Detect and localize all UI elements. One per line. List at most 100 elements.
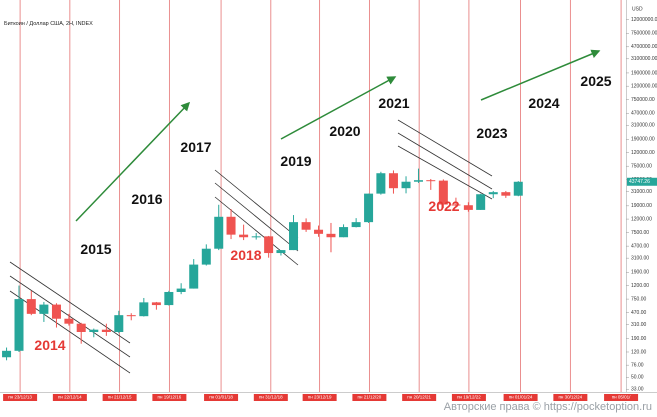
candle-body bbox=[388, 173, 398, 189]
y-tick-label: 310.00 bbox=[631, 322, 647, 328]
x-tick-label: пн 19/12/16 bbox=[158, 395, 182, 400]
candle-body bbox=[351, 222, 361, 228]
labels: 12000000.00 7500000.00 4700000.00 3100000.0… bbox=[3, 17, 657, 401]
candle-body bbox=[426, 180, 436, 182]
arrows bbox=[75, 49, 601, 222]
y-tick-label: 750.00 bbox=[631, 296, 647, 302]
candle-body bbox=[39, 304, 49, 314]
grid bbox=[19, 0, 629, 392]
x-tick-label: пн 01/01/18 bbox=[209, 395, 233, 400]
year-annotation: 2018 bbox=[230, 247, 261, 263]
x-tick-label: пн 19/12/22 bbox=[457, 395, 481, 400]
x-tick-box bbox=[503, 394, 538, 401]
x-tick-box bbox=[604, 394, 639, 401]
candle-body bbox=[339, 227, 349, 238]
year-annotation: 2015 bbox=[80, 241, 111, 257]
candle-body bbox=[214, 216, 224, 249]
channel-line bbox=[9, 261, 131, 344]
chart-title: Биткоин / Доллар США, 2Н, INDEX bbox=[4, 21, 93, 27]
candle-body bbox=[501, 192, 511, 196]
year-annotation: 2022 bbox=[428, 198, 459, 214]
y-tick-label: 120000.00 bbox=[631, 150, 655, 156]
candle-body bbox=[314, 229, 324, 234]
year-annotation: 2025 bbox=[580, 73, 611, 89]
candle-body bbox=[476, 194, 486, 210]
year-annotation: 2019 bbox=[280, 153, 311, 169]
y-tick-label: 7500.00 bbox=[631, 230, 649, 236]
candle-body bbox=[164, 291, 174, 306]
candle-body bbox=[2, 350, 12, 358]
y-tick-label: 12000.00 bbox=[631, 216, 652, 222]
y-tick-label: 470000.00 bbox=[631, 111, 655, 117]
watermark: Авторские права © https://pocketoption.r… bbox=[444, 401, 652, 413]
channel-line bbox=[397, 145, 493, 200]
x-tick-box bbox=[152, 394, 187, 401]
x-tick-box bbox=[402, 394, 437, 401]
x-tick-label: пн 30/12/24 bbox=[559, 395, 583, 400]
candle-body bbox=[463, 205, 473, 210]
x-tick-label: пн 21/12/15 bbox=[108, 395, 132, 400]
candle-body bbox=[64, 318, 74, 324]
price-box bbox=[627, 177, 657, 186]
y-tick-label: 12000000.00 bbox=[631, 17, 657, 23]
x-tick-box bbox=[451, 394, 486, 401]
candle-body bbox=[326, 233, 336, 238]
channel-line bbox=[9, 275, 131, 358]
candle-body bbox=[289, 222, 299, 251]
candle-body bbox=[251, 236, 261, 238]
candle-body bbox=[26, 299, 36, 314]
candle-body bbox=[364, 193, 374, 223]
x-tick-label: пн 31/12/18 bbox=[259, 395, 283, 400]
x-tick-box bbox=[553, 394, 588, 401]
y-tick-label: 76.00 bbox=[631, 363, 644, 369]
y-tick-label: 120.00 bbox=[631, 349, 647, 355]
y-tick-label: 310000.00 bbox=[631, 123, 655, 129]
candle-body bbox=[101, 329, 111, 332]
candles bbox=[2, 168, 523, 361]
candle-body bbox=[438, 180, 448, 205]
y-tick-label: 75000.00 bbox=[631, 164, 652, 170]
x-tick-label: пн 22/12/14 bbox=[58, 395, 82, 400]
year-annotation: 2016 bbox=[131, 191, 162, 207]
candle-body bbox=[14, 299, 24, 351]
x-tick-box bbox=[302, 394, 337, 401]
y-tick-label: 190.00 bbox=[631, 336, 647, 342]
y-tick-label: 470.00 bbox=[631, 310, 647, 316]
candle-body bbox=[413, 180, 423, 182]
x-tick-label: пн 20/12/21 bbox=[407, 395, 431, 400]
candle-body bbox=[176, 288, 186, 292]
candle-body bbox=[513, 181, 523, 196]
year-annotation: 2024 bbox=[528, 95, 559, 111]
y-tick-label: 7500000.00 bbox=[631, 31, 657, 37]
year-annotation: 2017 bbox=[180, 139, 211, 155]
x-tick-box bbox=[352, 394, 387, 401]
year-annotation: 2014 bbox=[34, 337, 65, 353]
y-tick-label: 50.00 bbox=[631, 375, 644, 381]
channel-line bbox=[214, 196, 299, 266]
y-tick-label: 19000.00 bbox=[631, 203, 652, 209]
x-tick-label: пн 23/12/13 bbox=[8, 395, 32, 400]
x-tick-label: пн 01/01/24 bbox=[509, 395, 533, 400]
x-tick-box bbox=[253, 394, 288, 401]
y-tick-label: 31000.00 bbox=[631, 189, 652, 195]
x-tick-label: пн 05/01/ bbox=[612, 395, 631, 400]
y-tick-label: 1900.00 bbox=[631, 270, 649, 276]
channels bbox=[9, 119, 493, 374]
arrow bbox=[280, 76, 397, 140]
x-tick-box bbox=[3, 394, 38, 401]
candle-body bbox=[89, 329, 99, 332]
candle-body bbox=[201, 248, 211, 265]
arrow bbox=[75, 101, 191, 222]
channel-line bbox=[397, 132, 493, 190]
y-tick-label: 3100000.00 bbox=[631, 56, 657, 62]
y-axis-label: USD bbox=[632, 6, 643, 12]
channel-line bbox=[214, 169, 299, 239]
y-tick-label: 33.00 bbox=[631, 387, 644, 393]
candle-body bbox=[226, 216, 236, 235]
year-annotation: 2021 bbox=[378, 95, 409, 111]
candle-body bbox=[264, 236, 274, 254]
channel-line bbox=[397, 119, 493, 177]
y-tick-label: 4700.00 bbox=[631, 243, 649, 249]
candle-body bbox=[401, 181, 411, 189]
